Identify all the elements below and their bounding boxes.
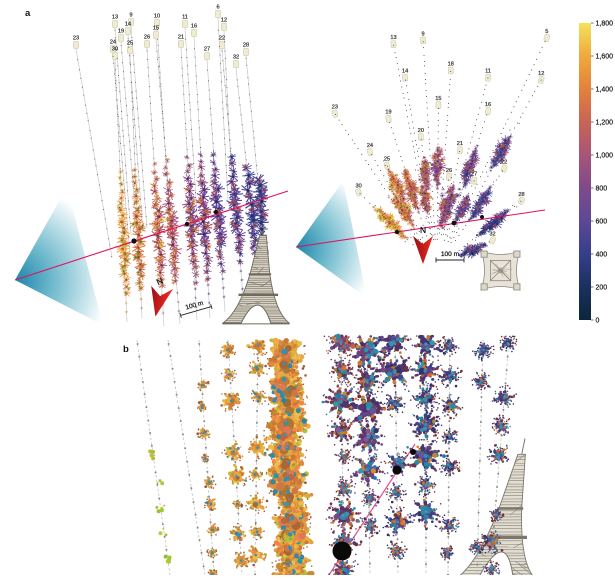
- svg-text:13: 13: [112, 15, 118, 21]
- svg-text:b: b: [123, 344, 129, 355]
- svg-text:6: 6: [216, 5, 219, 11]
- svg-text:26: 26: [144, 35, 150, 41]
- svg-text:27: 27: [471, 172, 477, 178]
- svg-text:11: 11: [182, 15, 188, 21]
- svg-text:21: 21: [457, 141, 463, 147]
- svg-text:30: 30: [355, 183, 361, 189]
- svg-text:23: 23: [73, 36, 79, 42]
- svg-text:22: 22: [219, 36, 225, 42]
- svg-text:28: 28: [243, 43, 249, 49]
- svg-text:14: 14: [402, 69, 408, 75]
- svg-text:18: 18: [448, 62, 454, 68]
- svg-text:1,400: 1,400: [596, 86, 614, 93]
- svg-text:22: 22: [501, 160, 507, 166]
- svg-text:27: 27: [204, 47, 210, 53]
- svg-text:1,200: 1,200: [596, 119, 614, 126]
- svg-text:26: 26: [446, 168, 452, 174]
- svg-text:N: N: [420, 225, 426, 235]
- svg-text:9: 9: [129, 13, 132, 19]
- svg-text:16: 16: [485, 102, 491, 108]
- svg-text:12: 12: [538, 71, 544, 77]
- svg-text:15: 15: [435, 96, 441, 102]
- svg-text:10: 10: [154, 14, 160, 20]
- svg-text:1,600: 1,600: [596, 53, 614, 60]
- svg-text:28: 28: [518, 192, 524, 198]
- svg-text:800: 800: [596, 185, 608, 192]
- svg-text:1,000: 1,000: [596, 152, 614, 159]
- svg-text:32: 32: [489, 231, 495, 237]
- svg-text:12: 12: [221, 18, 227, 24]
- svg-text:25: 25: [127, 41, 133, 47]
- svg-text:11: 11: [485, 69, 491, 75]
- svg-text:1,800: 1,800: [596, 20, 614, 27]
- svg-text:24: 24: [367, 143, 373, 149]
- svg-text:15: 15: [153, 26, 159, 32]
- svg-text:400: 400: [596, 251, 608, 258]
- svg-text:23: 23: [332, 105, 338, 111]
- svg-text:a: a: [25, 8, 31, 19]
- svg-text:9: 9: [422, 31, 425, 37]
- svg-text:5: 5: [545, 29, 548, 35]
- svg-text:19: 19: [385, 110, 391, 116]
- svg-text:20: 20: [418, 128, 424, 134]
- svg-text:600: 600: [596, 218, 608, 225]
- svg-text:19: 19: [118, 29, 124, 35]
- svg-text:32: 32: [233, 55, 239, 61]
- svg-text:21: 21: [178, 35, 184, 41]
- svg-text:13: 13: [390, 35, 396, 41]
- svg-text:200: 200: [596, 284, 608, 291]
- svg-text:16: 16: [191, 24, 197, 30]
- svg-text:30: 30: [112, 47, 118, 53]
- svg-text:0: 0: [596, 317, 600, 324]
- svg-text:100 m: 100 m: [441, 251, 460, 258]
- svg-text:24: 24: [110, 40, 116, 46]
- svg-text:14: 14: [125, 22, 131, 28]
- svg-text:25: 25: [384, 157, 390, 163]
